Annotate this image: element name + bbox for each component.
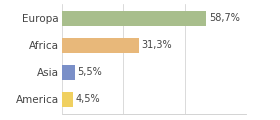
Bar xyxy=(62,92,73,107)
Text: 31,3%: 31,3% xyxy=(141,40,172,50)
Text: 4,5%: 4,5% xyxy=(75,94,100,104)
Bar xyxy=(62,11,206,26)
Bar xyxy=(62,65,75,80)
Text: 58,7%: 58,7% xyxy=(209,13,240,23)
Text: 5,5%: 5,5% xyxy=(78,67,102,77)
Bar xyxy=(62,38,139,53)
